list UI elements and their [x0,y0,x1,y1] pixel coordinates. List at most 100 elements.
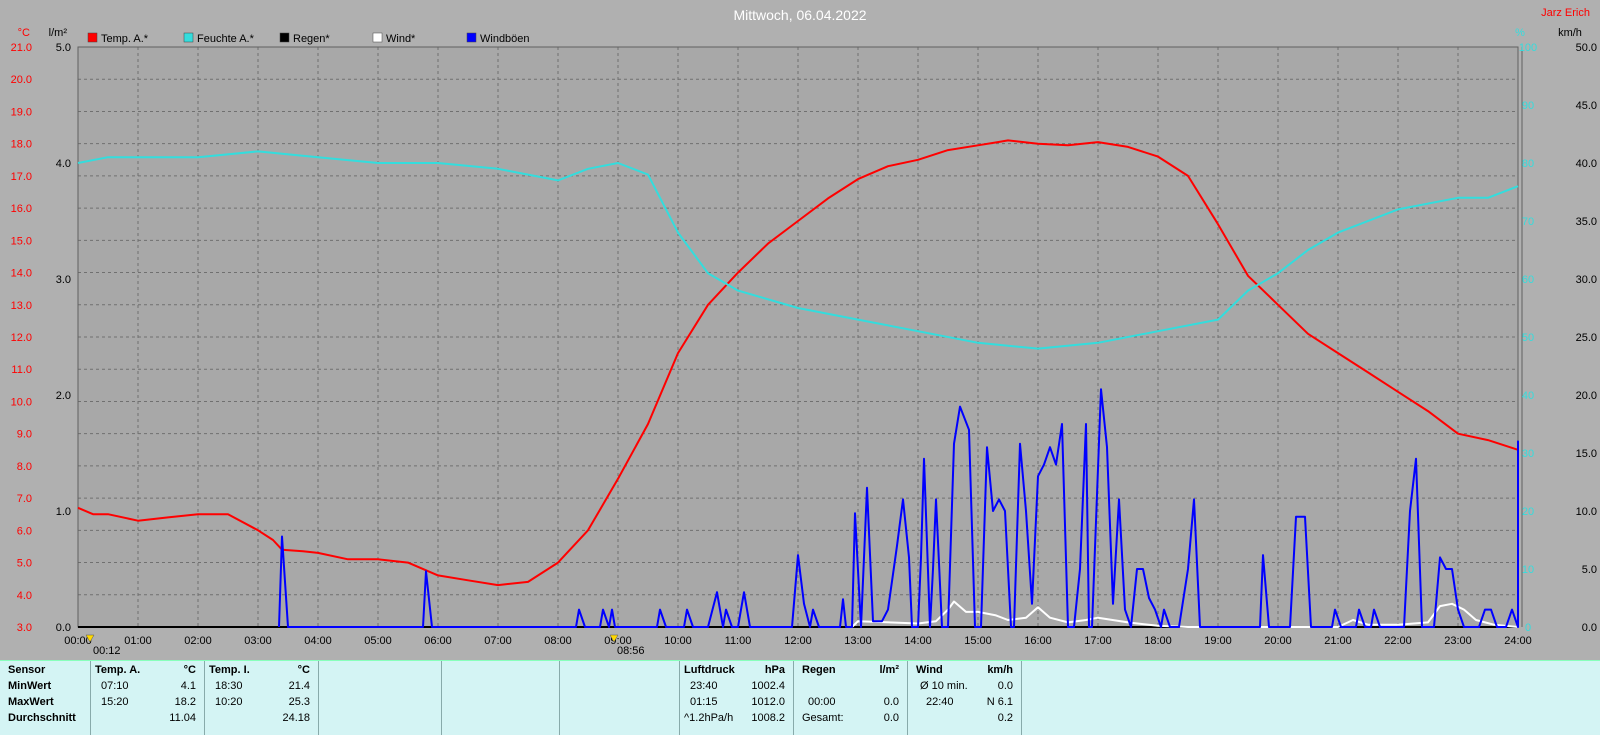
temp-tick-label: 7.0 [17,493,32,505]
humidity-tick-label: 70 [1522,216,1534,228]
sunset-icon [609,634,619,643]
temp-a-min: 4.1 [180,680,196,692]
wind-tick-label: 15.0 [1576,448,1597,460]
humidity-axis-unit: % [1515,27,1525,39]
legend-label: Regen* [293,33,330,45]
temp-a-max: 18.2 [174,696,196,708]
maxwert-label: MaxWert [8,696,54,708]
wind-tick-label: 30.0 [1576,274,1597,286]
temp-i-min: 21.4 [288,680,310,692]
temp-tick-label: 15.0 [11,235,32,247]
rain-tick-label: 3.0 [56,274,71,286]
pressure-max: 1012.0 [751,696,785,708]
humidity-tick-label: 100 [1519,42,1537,54]
series-group [77,139,1519,628]
legend-label: Temp. A.* [101,33,149,45]
temp-tick-label: 21.0 [11,42,32,54]
wind-tick-label: 40.0 [1576,158,1597,170]
humidity-tick-label: 40 [1522,390,1534,402]
time-tick-label: 10:00 [664,635,692,647]
pressure-avg: 1008.2 [751,712,785,724]
time-tick-label: 01:00 [124,635,152,647]
rain-tick-label: 5.0 [56,42,71,54]
legend-swatch [372,32,383,43]
legend: Temp. A.* Feuchte A.* Regen* Wind* Windböen [87,32,530,45]
temp-tick-label: 3.0 [17,622,32,634]
wind-unit: km/h [987,664,1013,676]
time-tick-label: 24:00 [1504,635,1532,647]
temp-tick-label: 17.0 [11,171,32,183]
stats-col-rain: Regen l/m² 00:00 0.0 Gesamt: 0.0 [794,661,908,735]
pressure-trend: ^1.2hPa/h [684,712,734,724]
rain-axis-unit: l/m² [49,27,68,39]
temp-tick-label: 9.0 [17,429,32,441]
time-tick-label: 03:00 [244,635,272,647]
stats-col-temp-a: Temp. A. °C 07:10 4.1 15:20 18.2 11.04 [91,661,205,735]
pressure-max-time: 01:15 [690,696,718,708]
legend-label: Feuchte A.* [197,33,255,45]
wind-max-time: 22:40 [926,696,954,708]
time-tick-label: 00:00 [64,635,92,647]
wind-header: Wind [916,664,943,676]
stats-col-empty-1 [319,661,442,735]
stats-col-pressure: Luftdruck hPa 23:40 1002.4 01:15 1012.0 … [680,661,794,735]
temp-i-min-time: 18:30 [215,680,243,692]
stats-col-wind: Wind km/h Ø 10 min. 0.0 22:40 N 6.1 0.2 [908,661,1022,735]
temp-tick-label: 12.0 [11,332,32,344]
wind-tick-label: 35.0 [1576,216,1597,228]
rain-max-time: 00:00 [808,696,836,708]
time-tick-label: 15:00 [964,635,992,647]
time-tick-label: 16:00 [1024,635,1052,647]
humidity-tick-label: 0 [1525,622,1531,634]
temp-a-unit: °C [183,664,196,676]
humidity-tick-label: 90 [1522,100,1534,112]
time-tick-label: 18:00 [1144,635,1172,647]
temp-tick-label: 18.0 [11,139,32,151]
time-tick-label: 05:00 [364,635,392,647]
temp-a-avg: 11.04 [169,712,196,724]
sun-markers: 00:12 08:56 [85,634,645,657]
temp-a-header: Temp. A. [95,664,141,676]
legend-swatch [279,32,290,43]
temp-tick-label: 10.0 [11,396,32,408]
wind-tick-label: 25.0 [1576,332,1597,344]
pressure-min: 1002.4 [751,680,785,692]
temp-a-max-time: 15:20 [101,696,129,708]
humidity-tick-label: 10 [1522,564,1534,576]
durchschnitt-label: Durchschnitt [8,712,76,724]
rain-tick-label: 2.0 [56,390,71,402]
sunrise-icon [85,634,95,643]
temp-tick-label: 6.0 [17,525,32,537]
humidity-tick-label: 80 [1522,158,1534,170]
stats-col-temp-i: Temp. I. °C 18:30 21.4 10:20 25.3 24.18 [205,661,319,735]
temp-tick-label: 5.0 [17,558,32,570]
rain-max: 0.0 [883,696,899,708]
temp-i-max-time: 10:20 [215,696,243,708]
time-tick-label: 14:00 [904,635,932,647]
temp-tick-label: 13.0 [11,300,32,312]
humidity-tick-label: 60 [1522,274,1534,286]
time-tick-label: 13:00 [844,635,872,647]
stats-col-empty-2 [442,661,560,735]
temp-tick-label: 11.0 [11,364,32,376]
time-tick-label: 12:00 [784,635,812,647]
temp-tick-label: 20.0 [11,74,32,86]
time-tick-label: 21:00 [1324,635,1352,647]
wind-tick-label: 5.0 [1582,564,1597,576]
time-tick-label: 20:00 [1264,635,1292,647]
time-tick-label: 23:00 [1444,635,1472,647]
wind-tick-label: 45.0 [1576,100,1597,112]
time-tick-label: 22:00 [1384,635,1412,647]
wind-tick-label: 20.0 [1576,390,1597,402]
temp-tick-label: 8.0 [17,461,32,473]
time-tick-label: 08:00 [544,635,572,647]
pressure-min-time: 23:40 [690,680,718,692]
stats-col-empty-3 [560,661,680,735]
brand-label: Jarz Erich [1541,7,1590,19]
humidity-tick-label: 20 [1522,506,1534,518]
temp-i-header: Temp. I. [209,664,250,676]
wind-avg10-label: Ø 10 min. [920,680,968,692]
time-tick-label: 19:00 [1204,635,1232,647]
legend-swatch [183,32,194,43]
legend-swatch [466,32,477,43]
